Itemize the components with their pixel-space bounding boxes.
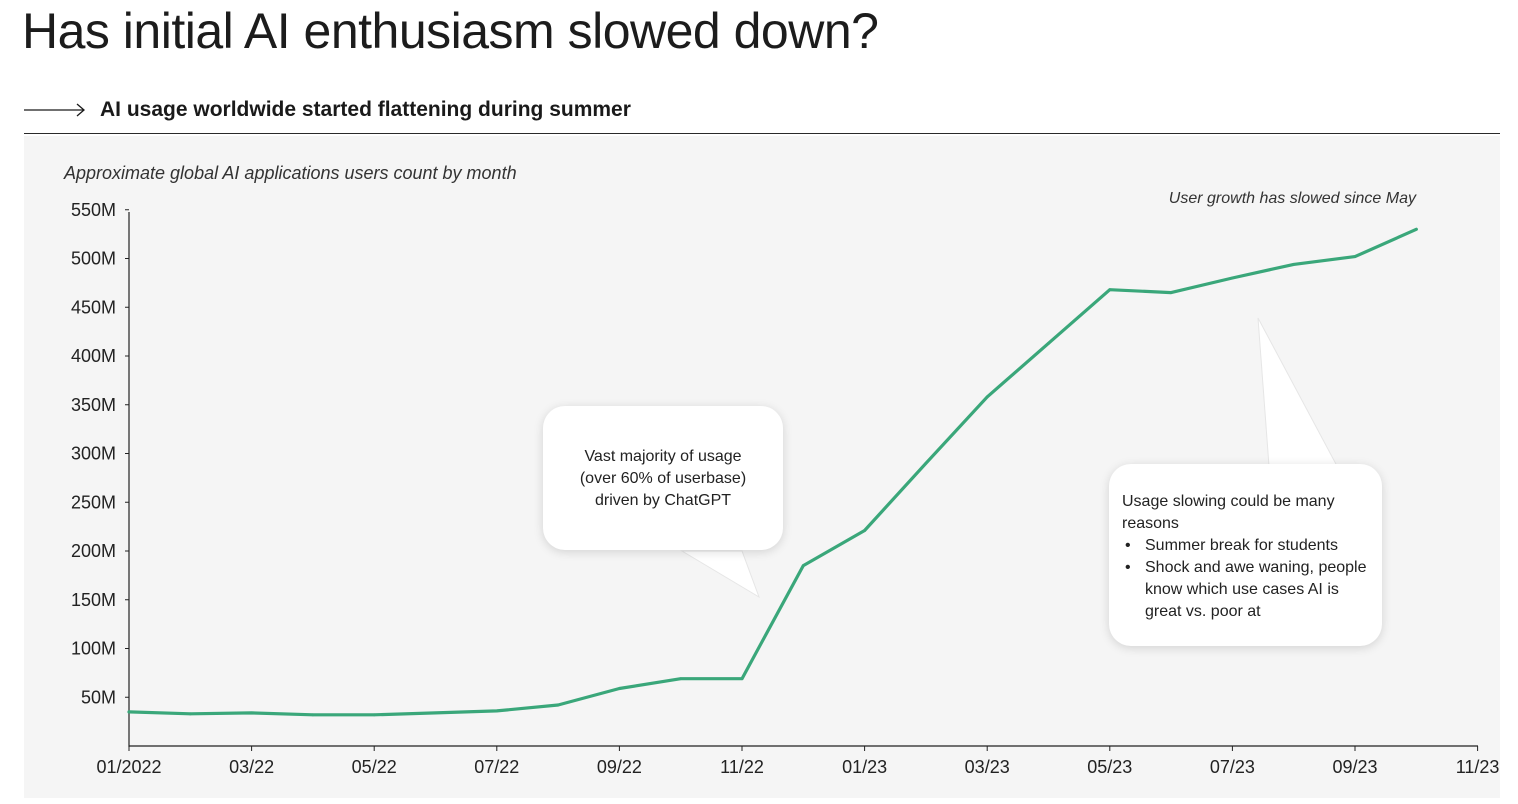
x-tick-label: 03/23 (965, 757, 1010, 777)
data-point (863, 529, 866, 532)
callout-chatgpt-line-3: driven by ChatGPT (594, 492, 732, 509)
callout-chatgpt-pointer (680, 550, 760, 599)
page-title: Has initial AI enthusiasm slowed down? (22, 3, 879, 59)
x-tick-label: 09/23 (1332, 757, 1377, 777)
data-point (188, 712, 192, 716)
data-point (924, 461, 928, 465)
x-tick-label: 09/22 (597, 757, 642, 777)
callout-slowing-list: Summer break for students Shock and awe … (1122, 535, 1372, 623)
data-point (372, 713, 376, 717)
callout-slowing-intro: Usage slowing could be many reasons (1122, 493, 1335, 532)
x-tick-label: 05/23 (1087, 757, 1132, 777)
arrow-right-icon (24, 103, 85, 117)
x-tick-label: 05/22 (352, 757, 397, 777)
annotation-growth-note: User growth has slowed since May (1168, 190, 1416, 207)
x-tick-label: 01/23 (842, 757, 887, 777)
data-point (740, 677, 744, 681)
x-tick-label: 11/22 (720, 757, 764, 777)
y-tick-label: 100M (71, 639, 116, 659)
callout-chatgpt-line-1: Vast majority of usage (584, 448, 742, 465)
data-point (434, 711, 437, 715)
y-tick-label: 300M (71, 444, 116, 464)
data-point (1108, 288, 1112, 292)
y-tick-label: 50M (81, 687, 116, 707)
y-tick-label: 250M (71, 492, 116, 512)
callout-slowing-pointer (1257, 317, 1338, 467)
divider-rule (24, 133, 1500, 134)
data-point (1231, 276, 1234, 280)
x-tick-label: 03/22 (229, 757, 274, 777)
data-point (1047, 341, 1050, 345)
y-tick-label: 500M (71, 249, 116, 269)
y-tick-label: 450M (71, 297, 116, 317)
data-point (1353, 255, 1357, 258)
callout-chatgpt-line-2: (over 60% of userbase) (579, 470, 747, 487)
y-tick-label: 550M (71, 200, 116, 220)
y-tick-label: 350M (71, 395, 116, 415)
y-tick-label: 400M (71, 346, 116, 366)
data-point (618, 687, 621, 690)
data-point (985, 395, 989, 399)
x-tick-label: 07/22 (474, 757, 519, 777)
series-line (127, 227, 1418, 717)
x-tick-label: 11/23 (1456, 757, 1500, 777)
y-tick-label: 200M (71, 541, 116, 561)
data-point (801, 564, 805, 568)
section-subtitle: AI usage worldwide started flattening du… (100, 98, 631, 121)
data-point (1414, 227, 1418, 231)
data-point (495, 709, 499, 713)
data-point (311, 713, 315, 717)
x-tick-label: 01/2022 (96, 757, 161, 777)
data-point (250, 711, 254, 715)
y-tick-label: 150M (71, 590, 116, 610)
data-point (127, 710, 131, 714)
data-point (556, 703, 560, 707)
section-subheading: AI usage worldwide started flattening du… (24, 98, 631, 122)
chart-title: Approximate global AI applications users… (64, 163, 517, 183)
x-tick-label: 07/23 (1210, 757, 1255, 777)
data-point (679, 677, 683, 681)
callout-slowing: Usage slowing could be many reasons Summ… (1109, 464, 1382, 646)
callout-slowing-bullet-2: Shock and awe waning, people know which … (1122, 557, 1372, 623)
callout-slowing-bullet-1: Summer break for students (1122, 535, 1372, 557)
data-point (1292, 262, 1296, 266)
callout-chatgpt: Vast majority of usage (over 60% of user… (543, 406, 783, 550)
data-point (1169, 291, 1173, 295)
